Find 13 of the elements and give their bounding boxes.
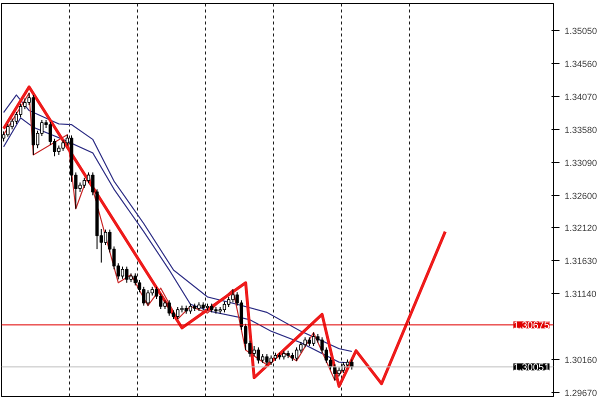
- y-tick-label: 1.30160: [564, 354, 598, 365]
- y-tick-label: 1.32120: [564, 223, 598, 234]
- y-tick-label: 1.32600: [564, 190, 598, 201]
- ref-line-label: 1.30675: [513, 320, 550, 332]
- y-tick-label: 1.33090: [564, 158, 598, 168]
- y-tick-label: 1.33580: [564, 124, 598, 135]
- y-tick-label: 1.35050: [564, 26, 598, 36]
- y-tick-label: 1.29670: [564, 388, 598, 398]
- ref-line-label: 1.30051: [513, 362, 550, 374]
- y-tick-label: 1.34070: [564, 92, 598, 102]
- y-tick-label: 1.31140: [564, 289, 596, 300]
- y-tick-label: 1.34560: [564, 58, 598, 69]
- y-tick-label: 1.31630: [564, 256, 598, 266]
